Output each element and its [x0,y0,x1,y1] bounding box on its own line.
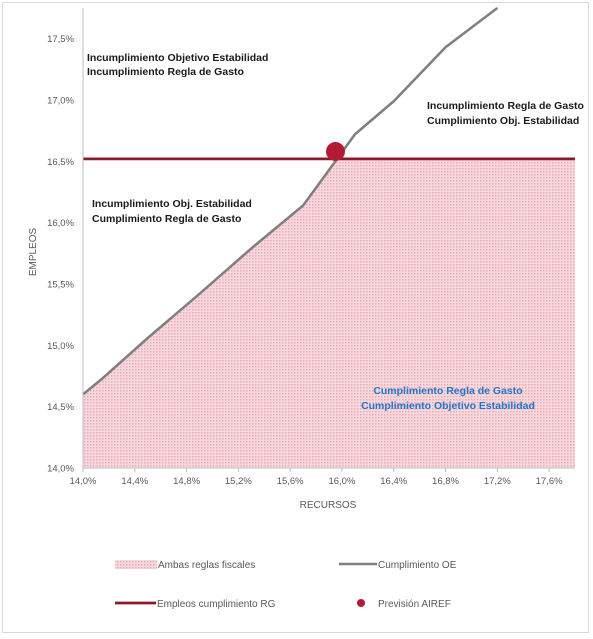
legend-label-ambas-reglas-fiscales: Ambas reglas fiscales [158,560,255,571]
y-tick-label: 17,5% [47,34,74,45]
x-tick-label: 14,8% [173,476,200,487]
legend: Ambas reglas fiscales Cumplimiento OE Em… [115,560,457,610]
legend-item-cumplimiento-oe: Cumplimiento OE [339,560,457,571]
y-tick-label: 16,5% [47,157,74,168]
x-tick-label: 15,2% [225,476,252,487]
annotation-bottom-right-line1: Cumplimiento Regla de Gasto [373,385,522,397]
legend-item-ambas-reglas-fiscales: Ambas reglas fiscales [115,560,255,571]
axes: 14,0% 14,4% 14,8% 15,2% 15,6% 16,0% 16,4% 16,8%… [28,8,575,511]
x-tick-label: 14,0% [70,476,97,487]
annotation-top-left-line2: Incumplimiento Regla de Gasto [87,66,244,78]
x-tick-label: 16,8% [432,476,459,487]
y-tick-label: 14,5% [47,402,74,413]
chart-frame: 14,0% 14,4% 14,8% 15,2% 15,6% 16,0% 16,4% 16,8%… [2,2,589,633]
y-tick-label: 15,5% [47,280,74,291]
y-tick-label: 15,0% [47,341,74,352]
series-line-cumplimiento-oe [82,6,499,396]
annotation-mid-left-line1: Incumplimiento Obj. Estabilidad [92,198,252,210]
y-tick-label: 16,0% [47,218,74,229]
y-tick-label: 14,0% [47,464,74,475]
annotation-top-left-line1: Incumplimiento Objetivo Estabilidad [87,52,268,64]
legend-item-prevision-airef: Previsión AIREF [357,599,451,610]
x-tick-label: 16,0% [328,476,355,487]
x-tick-label: 17,6% [536,476,563,487]
annotation-top-right-line2: Cumplimiento Obj. Estabilidad [427,115,579,127]
annotation-top-right-line1: Incumplimiento Regla de Gasto [427,100,584,112]
y-tick-label: 17,0% [47,96,74,107]
annotation-mid-left-line2: Cumplimiento Regla de Gasto [92,213,241,225]
annotation-bottom-right-line2: Cumplimiento Objetivo Estabilidad [361,400,535,412]
legend-swatch-prevision-airef [357,599,365,607]
x-tick-label: 15,6% [277,476,304,487]
legend-label-prevision-airef: Previsión AIREF [378,599,451,610]
x-tick-label: 17,2% [484,476,511,487]
legend-label-empleos-cumplimiento-rg: Empleos cumplimiento RG [157,599,276,610]
x-axis-title: RECURSOS [300,500,357,511]
chart-svg: 14,0% 14,4% 14,8% 15,2% 15,6% 16,0% 16,4% 16,8%… [28,6,584,610]
region-annotations: Incumplimiento Objetivo Estabilidad Incu… [87,52,584,412]
y-axis-title: EMPLEOS [28,228,39,277]
x-tick-label: 16,4% [380,476,407,487]
x-tick-label: 14,4% [121,476,148,487]
plot-area [82,6,575,468]
x-tick-labels: 14,0% 14,4% 14,8% 15,2% 15,6% 16,0% 16,4% 16,8%… [70,468,563,487]
area-ambas-reglas-fiscales [83,158,575,468]
point-prevision-airef [325,142,345,162]
y-tick-labels: 14,0% 14,5% 15,0% 15,5% 16,0% 16,5% 17,0% 17,5% [47,34,74,474]
legend-swatch-ambas-reglas-fiscales [115,560,157,569]
legend-label-cumplimiento-oe: Cumplimiento OE [378,560,457,571]
legend-item-empleos-cumplimiento-rg: Empleos cumplimiento RG [115,599,276,610]
